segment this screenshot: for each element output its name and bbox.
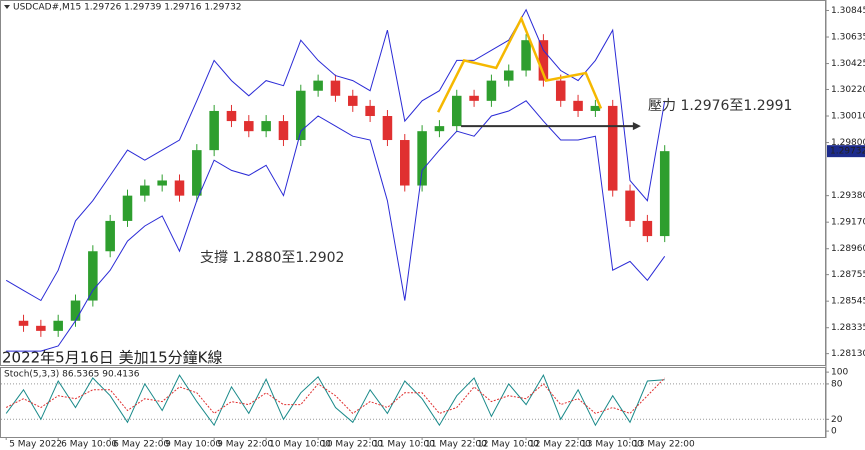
y-tick-label: 1.29170 bbox=[831, 218, 865, 228]
candle-body bbox=[36, 325, 46, 331]
y-tick-label: 100 bbox=[831, 368, 848, 378]
candle-body bbox=[278, 121, 289, 141]
arrow-head bbox=[632, 122, 641, 131]
candle-body bbox=[53, 320, 63, 331]
x-tick-label: 13 May 22:00 bbox=[633, 440, 695, 450]
y-tick-label: 1.30220 bbox=[831, 85, 865, 95]
candle-body bbox=[382, 116, 393, 141]
y-tick-label: 0 bbox=[831, 427, 837, 437]
candle-body bbox=[365, 105, 375, 117]
stoch-title: Stoch(5,3,3) 86.5365 90.4136 bbox=[4, 370, 140, 380]
menu-icon bbox=[4, 5, 10, 9]
annotation: 支撐 1.2880至1.2902 bbox=[200, 250, 344, 266]
y-tick-label: 1.30425 bbox=[831, 59, 865, 69]
y-tick-label: 20 bbox=[831, 415, 843, 425]
x-tick-label: 6 May 22:00 bbox=[113, 440, 169, 450]
candle-body bbox=[70, 300, 81, 321]
last-price-label: 1.29732 bbox=[830, 147, 865, 157]
y-tick-label: 80 bbox=[831, 379, 843, 389]
candle-body bbox=[244, 121, 254, 132]
candle-body bbox=[105, 220, 115, 252]
candle-body bbox=[226, 110, 237, 122]
candle-body bbox=[157, 180, 167, 186]
y-tick-label: 1.30845 bbox=[831, 6, 865, 16]
x-tick-label: 6 May 10:00 bbox=[61, 440, 117, 450]
candle-body bbox=[486, 80, 497, 101]
candle-body bbox=[122, 195, 133, 221]
y-tick-label: 1.28960 bbox=[831, 244, 865, 254]
candle-body bbox=[642, 220, 653, 237]
series-line bbox=[5, 377, 666, 415]
x-tick-label: 12 May 22:00 bbox=[529, 440, 591, 450]
candle-body bbox=[521, 40, 531, 71]
candle-body bbox=[434, 126, 445, 132]
candle-body bbox=[625, 190, 635, 221]
x-tick-label: 5 May 2022 bbox=[9, 440, 62, 450]
main-pane bbox=[0, 0, 826, 366]
y-tick-label: 1.29380 bbox=[831, 191, 865, 201]
candle-body bbox=[174, 180, 185, 196]
x-tick-label: 9 May 10:00 bbox=[165, 440, 221, 450]
y-tick-label: 1.30010 bbox=[831, 112, 865, 122]
x-tick-label: 11 May 22:00 bbox=[425, 440, 487, 450]
x-tick-label: 12 May 10:00 bbox=[477, 440, 539, 450]
stoch-pane bbox=[0, 367, 826, 438]
candle-body bbox=[296, 90, 306, 141]
candle-body bbox=[451, 95, 462, 127]
x-tick-label: 11 May 10:00 bbox=[373, 440, 435, 450]
candle-body bbox=[18, 320, 29, 326]
candle-body bbox=[538, 40, 549, 81]
candle-body bbox=[88, 251, 98, 301]
candle-body bbox=[590, 105, 601, 111]
candle-body bbox=[209, 110, 219, 151]
chart-title: USDCAD#,M15 1.29726 1.29739 1.29716 1.29… bbox=[13, 3, 242, 13]
annotation: 壓力 1.2976至1.2991 bbox=[648, 98, 792, 114]
candle-body bbox=[330, 80, 341, 96]
candle-body bbox=[261, 121, 271, 132]
y-tick-label: 1.29800 bbox=[831, 138, 865, 148]
candle-body bbox=[192, 150, 202, 196]
x-tick-label: 10 May 10:00 bbox=[269, 440, 331, 450]
candle-body bbox=[417, 131, 427, 186]
series-line bbox=[5, 373, 665, 427]
candle-body bbox=[313, 80, 323, 91]
y-tick-label: 1.28755 bbox=[831, 270, 865, 280]
last-price-box bbox=[827, 145, 865, 158]
candle-body bbox=[659, 151, 670, 237]
pattern-line bbox=[437, 15, 603, 113]
annotation: 2022年5月16日 美加15分鐘K線 bbox=[2, 349, 223, 367]
candle-body bbox=[607, 105, 618, 191]
candle-body bbox=[348, 95, 358, 106]
y-tick-label: 1.28545 bbox=[831, 297, 865, 307]
x-tick-label: 9 May 22:00 bbox=[217, 440, 273, 450]
x-tick-label: 13 May 10:00 bbox=[581, 440, 643, 450]
x-tick-label: 10 May 22:00 bbox=[321, 440, 383, 450]
candle-body bbox=[140, 185, 150, 196]
series-line bbox=[5, 8, 666, 302]
candle-body bbox=[503, 70, 514, 81]
candle-body bbox=[555, 80, 566, 101]
y-tick-label: 1.30635 bbox=[831, 33, 865, 43]
y-tick-label: 1.28130 bbox=[831, 349, 865, 359]
candle-body bbox=[573, 100, 583, 111]
candle-body bbox=[400, 140, 410, 186]
candle-body bbox=[469, 95, 479, 101]
y-tick-label: 1.28335 bbox=[831, 323, 865, 333]
series-line bbox=[6, 100, 666, 352]
